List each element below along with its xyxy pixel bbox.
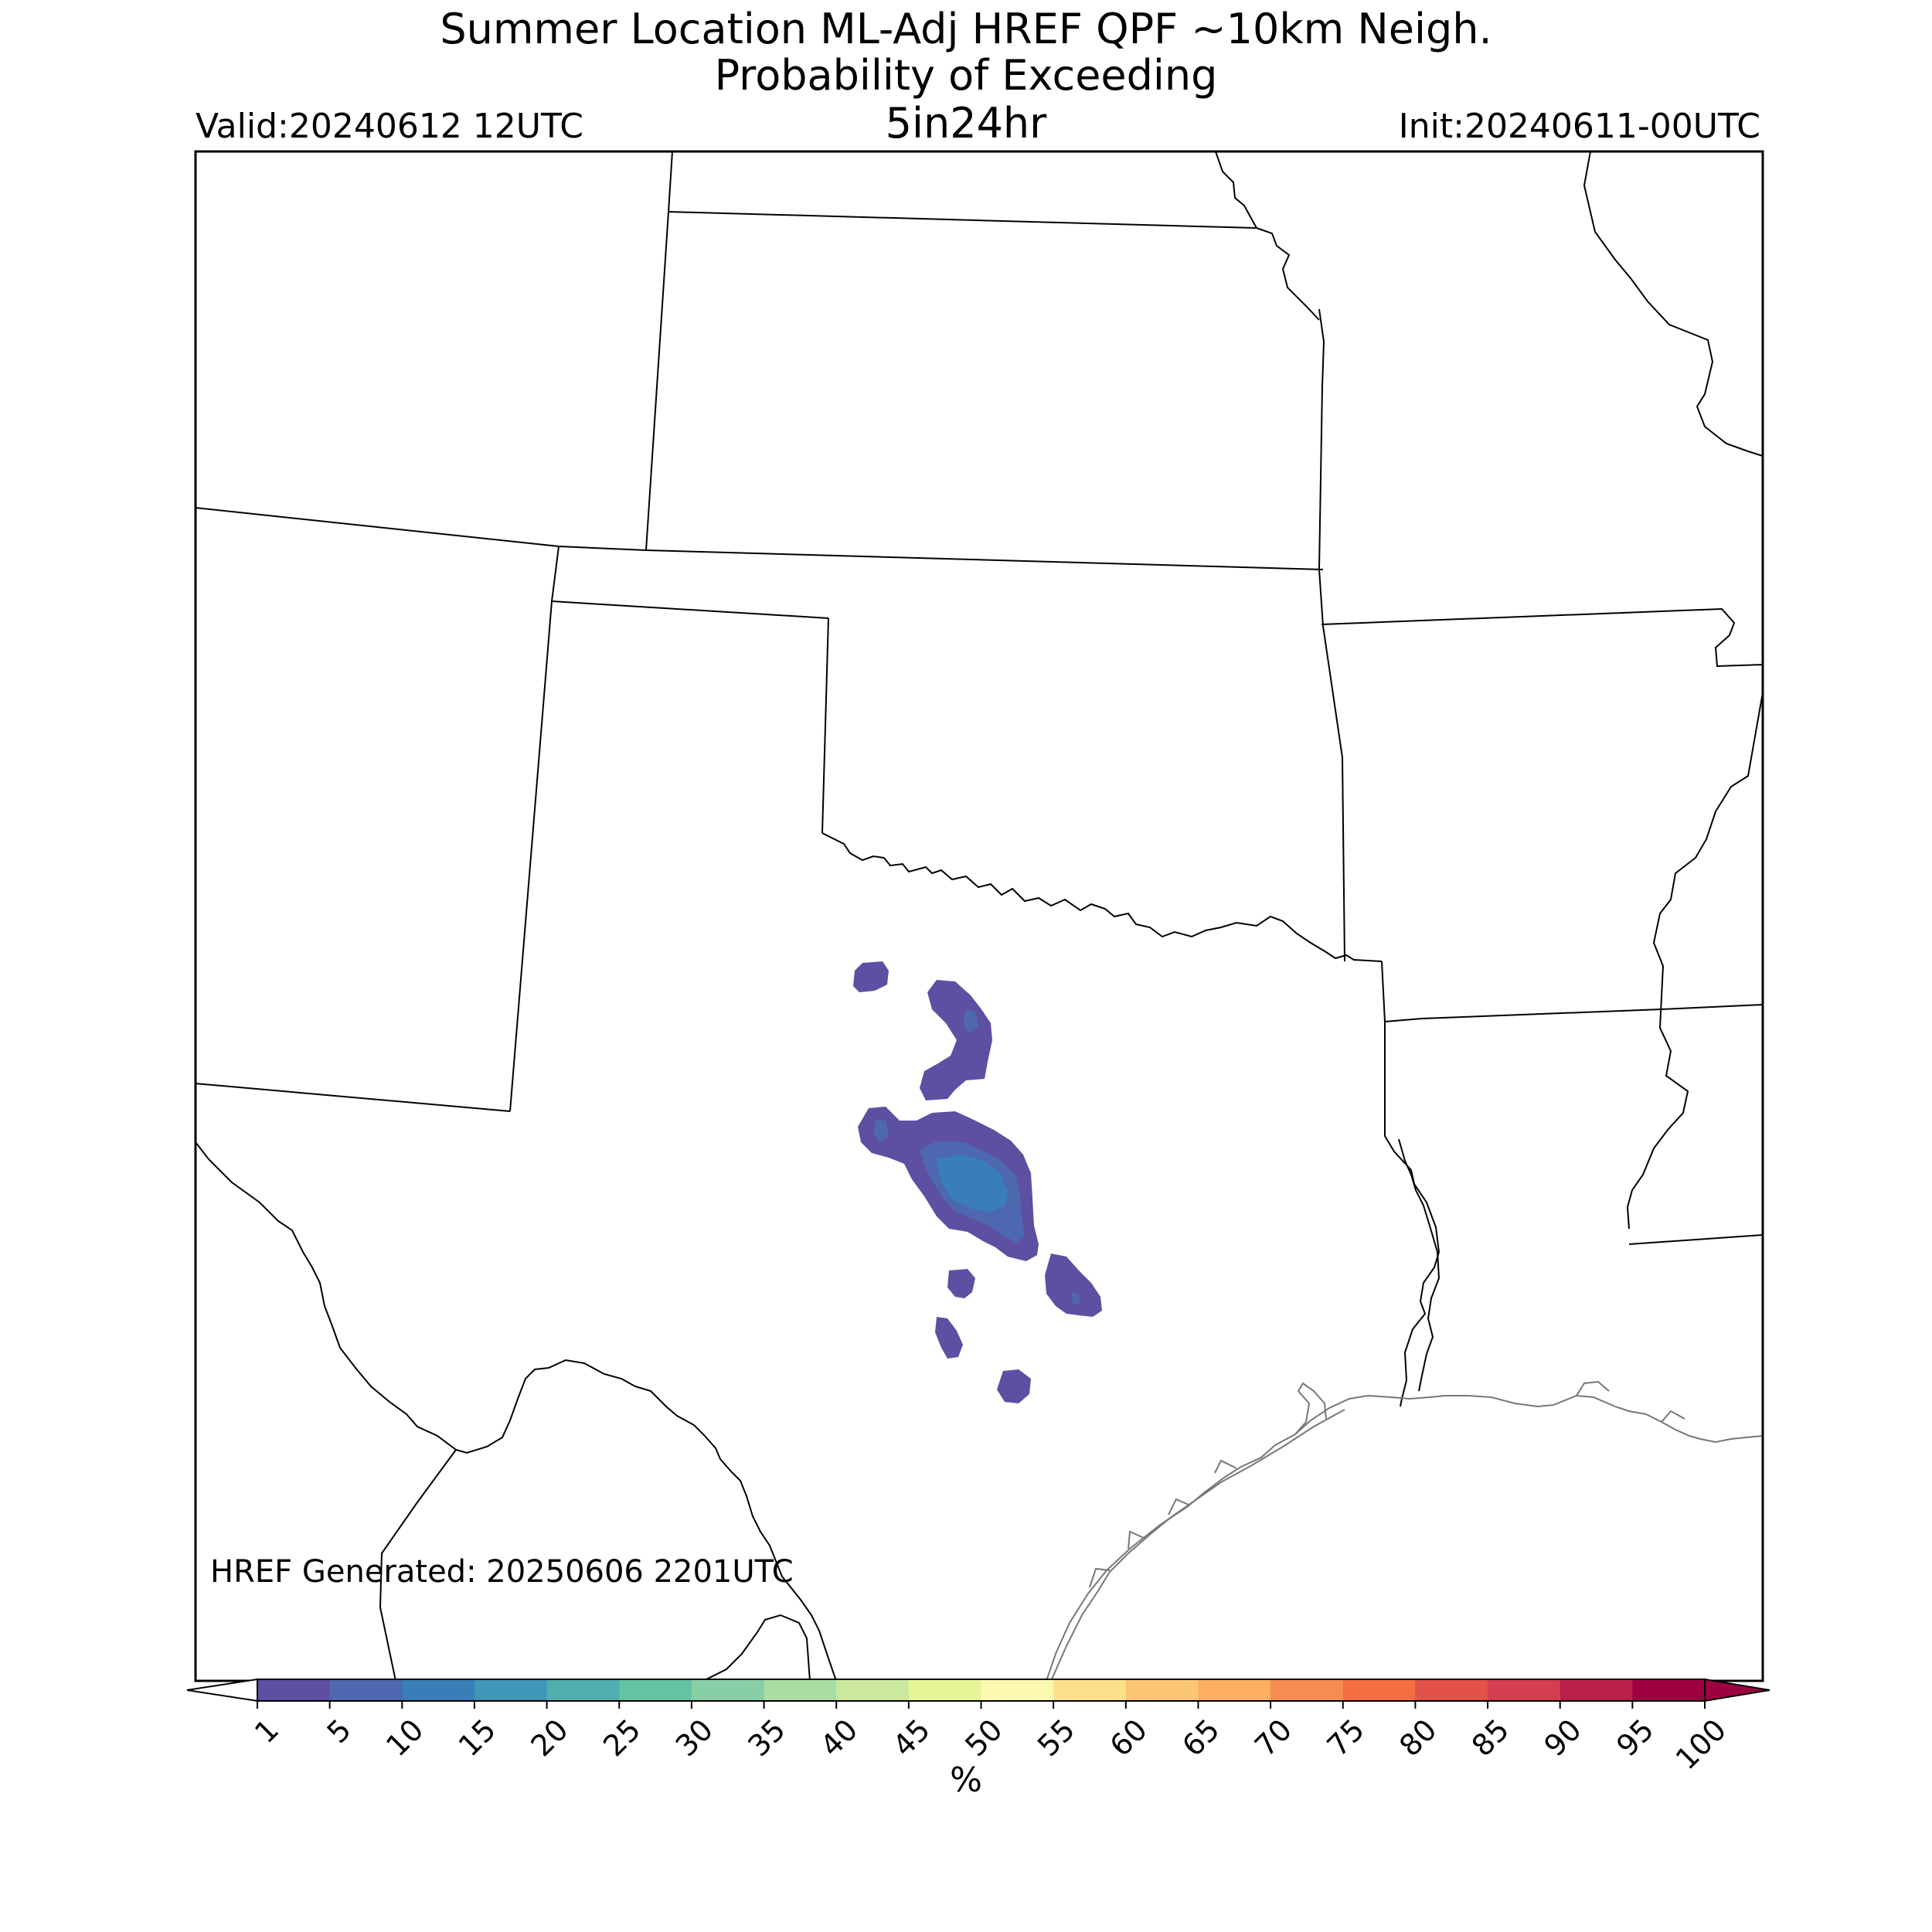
border-louisiana-north (1628, 1234, 1763, 1245)
colorbar-swatch (1560, 1679, 1633, 1701)
colorbar-swatch (908, 1679, 982, 1701)
prob-blob-east (1045, 1253, 1102, 1317)
colorbar-over-extension (1704, 1678, 1770, 1702)
init-time-label: Init:20240611-00UTC (1398, 107, 1760, 146)
border-texas-louisiana (1398, 1138, 1440, 1392)
colorbar-swatch (474, 1679, 548, 1701)
border-kansas-missouri (1318, 308, 1345, 962)
colorbar-swatch (1342, 1679, 1416, 1701)
colorbar-tick-label: 30 (669, 1713, 719, 1763)
colorbar-tick-label: 75 (1321, 1713, 1371, 1763)
colorbar-tick-label: 10 (379, 1713, 430, 1763)
border-missouri-river (1215, 151, 1320, 321)
border-nebraska-kansas (668, 211, 1257, 229)
colorbar-tick-label: 70 (1248, 1713, 1298, 1763)
colorbar-tick-label: 60 (1104, 1713, 1154, 1763)
generated-timestamp: HREF Generated: 20250606 2201UTC (210, 1554, 794, 1590)
colorbar-swatch (981, 1679, 1054, 1701)
prob-blob-north-core (963, 1009, 978, 1034)
colorbar-swatch (691, 1679, 765, 1701)
border-rio-grande (196, 1141, 837, 1681)
border-new-mexico-south (196, 1083, 511, 1112)
border-oklahoma-arkansas (1381, 961, 1763, 1023)
prob-blob-nw (853, 961, 889, 992)
colorbar-swatch (1632, 1679, 1706, 1701)
colorbar-tick-label: 40 (814, 1713, 864, 1763)
colorbar-swatch (836, 1679, 910, 1701)
prob-blob-north (920, 980, 992, 1100)
colorbar-tick-label: 1 (248, 1713, 285, 1750)
border-mississippi-river (1626, 692, 1763, 1230)
border-mexico-states (379, 1449, 457, 1681)
colorbar-tick-label: 100 (1669, 1713, 1733, 1776)
valid-time-label: Valid:20240612 12UTC (196, 107, 584, 146)
colorbar-tick-label: 15 (452, 1713, 502, 1763)
colorbar-under-extension (186, 1678, 258, 1702)
colorbar-swatch (257, 1679, 331, 1701)
gulf-coastline (1046, 1380, 1763, 1681)
colorbar-tick-label: 95 (1610, 1713, 1660, 1763)
colorbar-tick-label: 55 (1031, 1713, 1081, 1763)
title-line-2: Probability of Exceeding (714, 51, 1218, 100)
prob-blob-east-core (1071, 1292, 1080, 1304)
border-iowa-missouri (1321, 607, 1763, 668)
colorbar-swatch (329, 1679, 403, 1701)
colorbar-tick-label: 65 (1175, 1713, 1226, 1763)
border-mexico-gulf-states (702, 1614, 811, 1681)
prob-blob-main-15 (937, 1155, 1008, 1212)
colorbar-tick-label: 20 (524, 1713, 574, 1763)
border-texas-panhandle-north (551, 600, 829, 619)
border-upper-mississippi (1583, 151, 1763, 457)
border-oklahoma-panhandle-east (821, 617, 829, 834)
colorbar-swatch (546, 1679, 620, 1701)
colorbar-tick-label: 90 (1538, 1713, 1588, 1763)
colorbar-swatch (402, 1679, 475, 1701)
prob-blob-small-center (947, 1269, 975, 1298)
colorbar-swatch (1198, 1679, 1271, 1701)
prob-blob-main-west-core (873, 1119, 889, 1142)
colorbar-tick-label: 50 (958, 1713, 1009, 1763)
border-red-river (821, 832, 1383, 962)
title-threshold: 5in24hr (885, 99, 1047, 148)
prob-blob-far-south (997, 1369, 1031, 1403)
colorbar-swatch (619, 1679, 692, 1701)
colorbar-swatch (1488, 1679, 1561, 1701)
colorbar-tick-label: 85 (1465, 1713, 1515, 1763)
coastline-texas (1050, 1394, 1446, 1681)
state-borders (196, 151, 1763, 1681)
border-arkansas-louisiana (1384, 1022, 1440, 1407)
colorbar-unit-label: % (950, 1760, 982, 1800)
colorbar-swatch (1270, 1679, 1344, 1701)
colorbar-swatch (1125, 1679, 1199, 1701)
colorbar-swatch (1415, 1679, 1488, 1701)
map-background (196, 151, 1763, 1681)
coastline-barrier-islands (1046, 1409, 1345, 1681)
probability-contours (853, 961, 1102, 1403)
colorbar-tick-label: 5 (321, 1713, 358, 1750)
colorbar-swatch (764, 1679, 837, 1701)
colorbar-tick-label: 80 (1393, 1713, 1443, 1763)
colorbar-swatch (1053, 1679, 1127, 1701)
border-kansas-oklahoma (645, 549, 1324, 570)
colorbar-tick-label: 25 (597, 1713, 647, 1763)
prob-blob-south (935, 1317, 963, 1359)
colorbar-tick-label: 45 (886, 1713, 937, 1763)
title-line-1: Summer Location ML-Adj HREF QPF ~10km Ne… (440, 5, 1492, 53)
colorbar-tick-label: 35 (741, 1713, 791, 1763)
coastline-louisiana (1445, 1394, 1763, 1444)
coastline-bays (1089, 1380, 1685, 1588)
